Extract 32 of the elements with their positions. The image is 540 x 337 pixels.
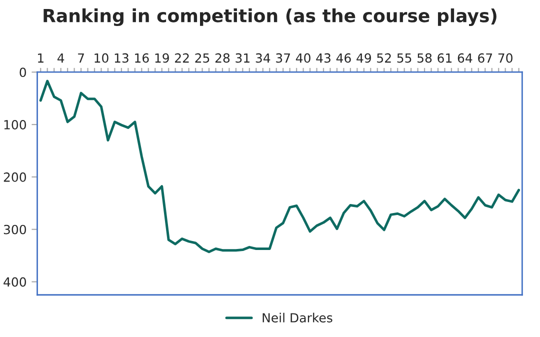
y-tick-label: 200 (4, 172, 26, 182)
chart-title: Ranking in competition (as the course plays) (44, 8, 496, 26)
x-tick-label: 70 (498, 53, 512, 63)
y-tick-label: 0 (20, 68, 26, 78)
x-tick-label: 13 (114, 53, 128, 63)
x-tick-label: 40 (296, 53, 310, 63)
x-tick-label: 52 (377, 53, 391, 63)
x-tick-label: 19 (155, 53, 169, 63)
x-tick-label: 4 (57, 53, 64, 63)
x-tick-label: 25 (195, 53, 210, 63)
x-tick-label: 49 (356, 53, 371, 63)
y-tick-label: 400 (4, 277, 26, 287)
x-tick-label: 10 (94, 53, 108, 63)
legend-label: Neil Darkes (262, 312, 332, 322)
x-tick-label: 22 (175, 53, 189, 63)
y-tick-label: 300 (4, 224, 26, 234)
x-tick-label: 34 (256, 53, 270, 63)
x-tick-label: 67 (478, 53, 492, 63)
x-tick-label: 61 (438, 53, 452, 63)
x-tick-label: 1 (38, 53, 44, 63)
x-tick-label: 46 (336, 53, 351, 63)
x-tick-label: 7 (78, 53, 84, 63)
y-tick-label: 100 (4, 120, 26, 130)
x-tick-label: 64 (458, 53, 472, 63)
x-tick-label: 31 (236, 53, 250, 63)
x-tick-label: 28 (215, 53, 230, 63)
x-tick-label: 37 (276, 53, 290, 63)
x-tick-label: 58 (418, 53, 432, 63)
x-tick-label: 16 (135, 53, 149, 63)
line-series (39, 80, 520, 254)
x-tick-label: 43 (316, 53, 330, 63)
x-tick-label: 55 (397, 53, 412, 63)
